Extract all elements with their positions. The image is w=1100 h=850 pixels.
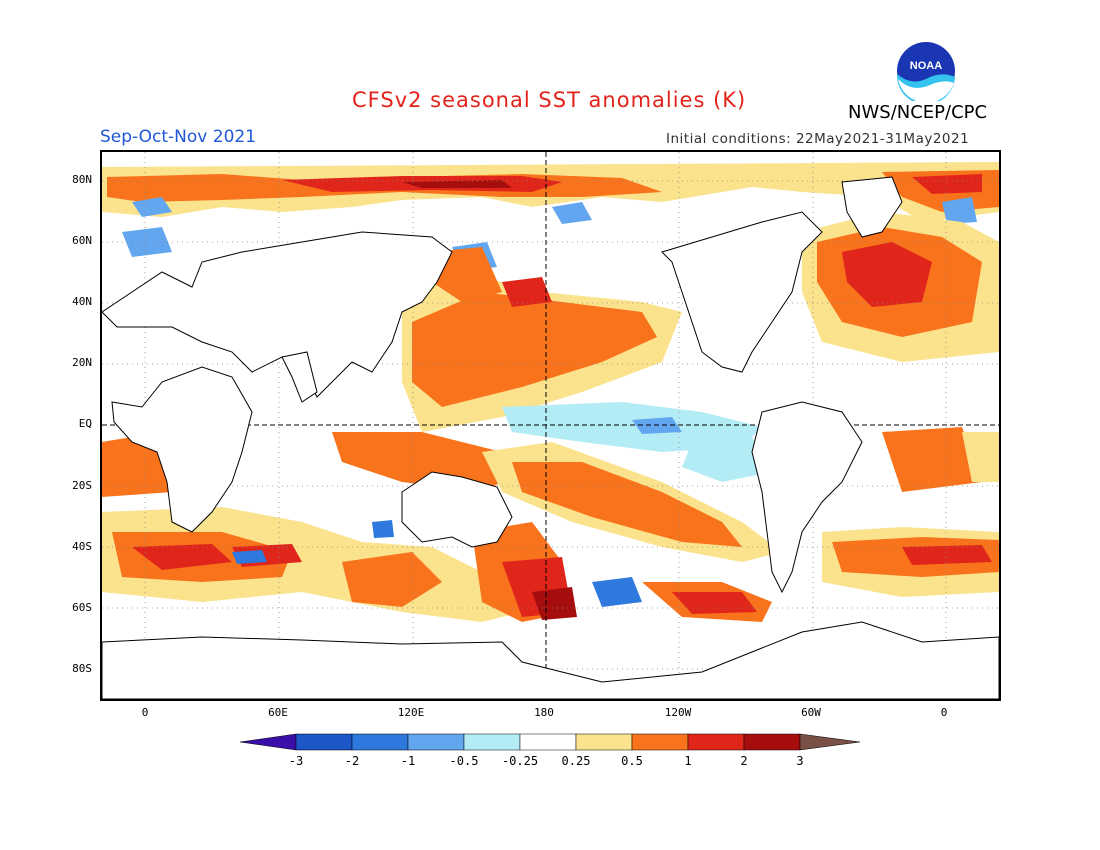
initial-conditions-label: Initial conditions: 22May2021-31May2021 xyxy=(666,131,970,147)
colorbar-label: -0.5 xyxy=(449,754,479,768)
colorbar-segment xyxy=(463,733,521,751)
colorbar-label: -0.25 xyxy=(501,754,539,768)
colorbar-label: 1 xyxy=(684,754,692,768)
lat-label: 80N xyxy=(72,173,92,186)
lat-label: 20S xyxy=(72,479,92,492)
colorbar-label: -3 xyxy=(288,754,304,768)
colorbar-segment xyxy=(575,733,633,751)
page-title: CFSv2 seasonal SST anomalies (K) xyxy=(352,88,747,112)
lat-label: 60S xyxy=(72,601,92,614)
lon-label: 60E xyxy=(268,706,288,719)
coastlines xyxy=(102,176,999,699)
colorbar-label: -1 xyxy=(400,754,416,768)
colorbar-label: 0.25 xyxy=(561,754,591,768)
noaa-logo-text: NOAA xyxy=(910,60,942,72)
agency-label: NWS/NCEP/CPC xyxy=(848,102,988,123)
lat-label: EQ xyxy=(78,417,92,430)
colorbar-high-extension xyxy=(799,733,860,751)
graticule xyxy=(102,152,999,699)
lon-label: 0 xyxy=(141,706,149,719)
season-label: Sep-Oct-Nov 2021 xyxy=(100,127,257,147)
lon-label: 60W xyxy=(801,706,821,719)
colorbar-segment xyxy=(351,733,409,751)
anomaly-shading xyxy=(102,162,999,622)
colorbar-segment xyxy=(743,733,801,751)
colorbar-label: 3 xyxy=(796,754,804,768)
map-canvas xyxy=(102,152,999,699)
colorbar xyxy=(240,733,860,751)
lon-label: 120E xyxy=(397,706,425,719)
colorbar-low-extension xyxy=(240,733,297,751)
lat-label: 60N xyxy=(72,234,92,247)
sst-anomaly-map xyxy=(100,150,1001,701)
lon-label: 0 xyxy=(940,706,948,719)
colorbar-label: -2 xyxy=(344,754,360,768)
lat-label: 80S xyxy=(72,662,92,675)
colorbar-segment xyxy=(631,733,689,751)
colorbar-segment xyxy=(407,733,465,751)
colorbar-label: 0.5 xyxy=(621,754,643,768)
colorbar-label: 2 xyxy=(740,754,748,768)
colorbar-segment xyxy=(295,733,353,751)
colorbar-segment xyxy=(687,733,745,751)
noaa-logo: NOAA xyxy=(896,41,956,105)
lat-label: 20N xyxy=(72,356,92,369)
colorbar-segment xyxy=(519,733,577,751)
lat-label: 40S xyxy=(72,540,92,553)
lon-label: 180 xyxy=(534,706,554,719)
lon-label: 120W xyxy=(664,706,692,719)
lat-label: 40N xyxy=(72,295,92,308)
